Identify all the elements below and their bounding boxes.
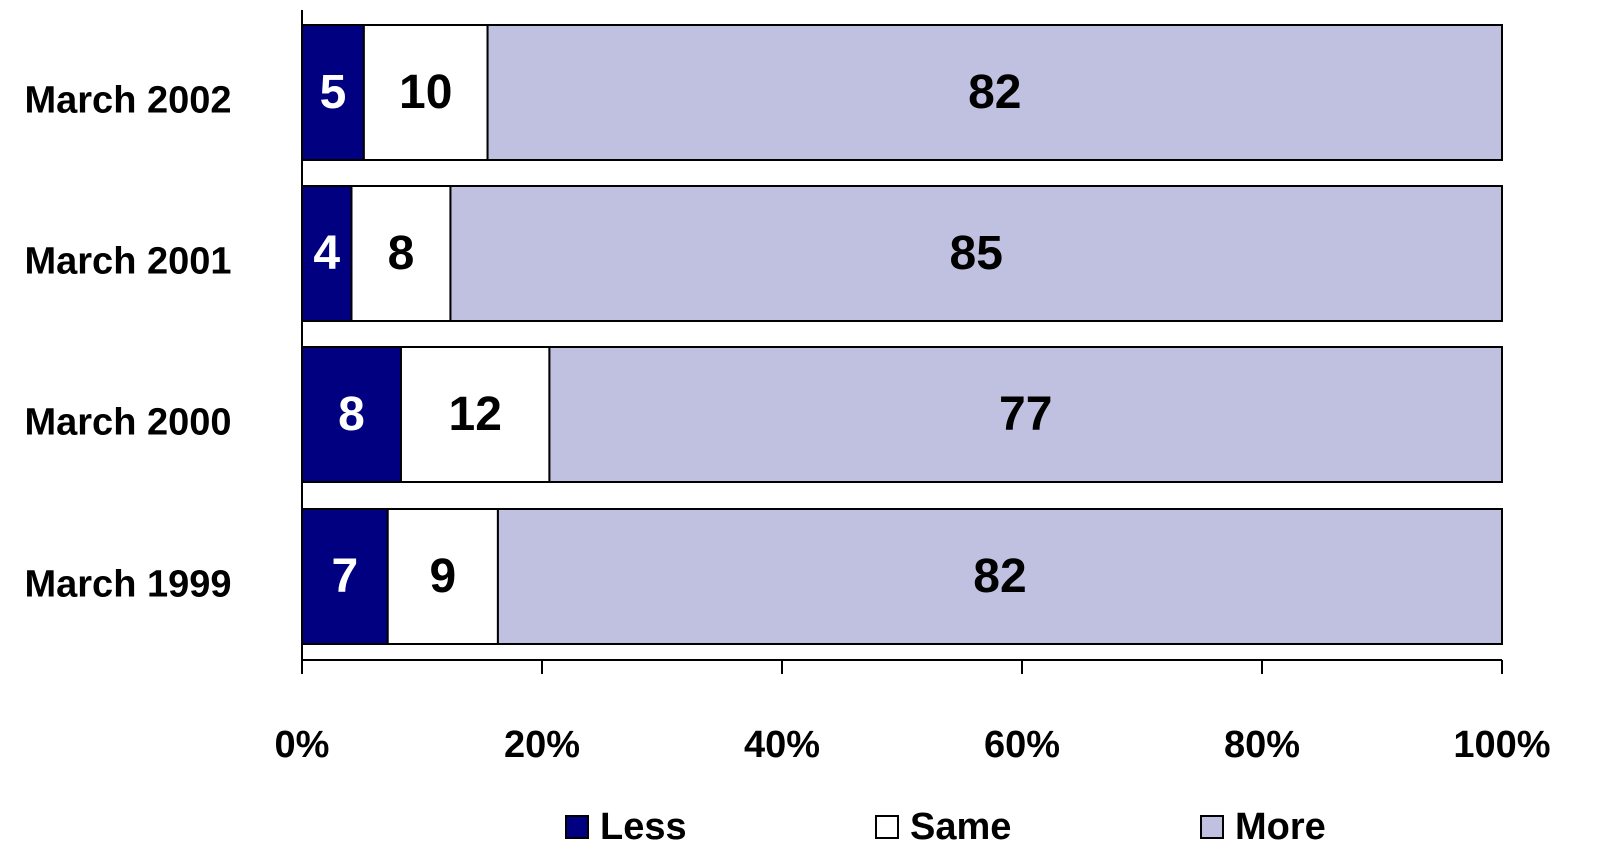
legend-item-same: Same <box>875 806 1011 848</box>
category-label-march-2000: March 2000 <box>24 402 231 444</box>
legend-swatch-more <box>1200 815 1224 839</box>
bar-value-label-same-march-2001: 8 <box>388 227 415 280</box>
x-tick-label-40: 40% <box>744 724 820 766</box>
legend-label-same: Same <box>910 806 1011 848</box>
bar-value-label-less-march-2002: 5 <box>320 66 347 119</box>
legend-swatch-less <box>565 815 589 839</box>
bar-more-march-1999 <box>496 508 1503 645</box>
legend-label-less: Less <box>600 806 687 848</box>
bar-same-march-2002 <box>362 24 489 161</box>
category-label-march-1999: March 1999 <box>24 564 231 606</box>
bar-value-label-less-march-2001: 4 <box>313 227 340 280</box>
bar-value-label-more-march-2002: 82 <box>968 66 1021 119</box>
bar-more-march-2000 <box>548 346 1503 483</box>
legend: Less Same More <box>565 806 1326 848</box>
bar-value-label-same-march-1999: 9 <box>429 550 456 603</box>
bar-more-march-2002 <box>486 24 1503 161</box>
bar-less-march-2002 <box>301 24 365 161</box>
bar-less-march-2000 <box>301 346 402 483</box>
category-labels-layer: March 2002 March 2001 March 2000 March 1999 <box>24 80 231 606</box>
x-tick-label-20: 20% <box>504 724 580 766</box>
bar-labels-layer: 5 10 824 8 858 12 777 9 82 <box>313 66 1052 603</box>
bar-same-march-2001 <box>350 185 452 322</box>
bar-value-label-less-march-2000: 8 <box>338 388 365 441</box>
legend-item-less: Less <box>565 806 687 848</box>
legend-item-more: More <box>1200 806 1326 848</box>
bar-same-march-2000 <box>399 346 551 483</box>
category-label-march-2001: March 2001 <box>24 241 231 283</box>
legend-label-more: More <box>1235 806 1326 848</box>
bar-value-label-less-march-1999: 7 <box>332 550 359 603</box>
x-tick-label-100: 100% <box>1453 724 1550 766</box>
bar-more-march-2001 <box>449 185 1503 322</box>
bars-layer <box>301 24 1503 645</box>
x-tick-label-80: 80% <box>1224 724 1300 766</box>
tick-labels-layer: 0% 20% 40% 60% 80% 100% <box>275 724 1551 766</box>
bar-value-label-same-march-2002: 10 <box>399 66 452 119</box>
x-tick-label-0: 0% <box>275 724 330 766</box>
axis-layer <box>301 10 1503 674</box>
bar-value-label-more-march-2000: 77 <box>999 388 1052 441</box>
x-tick-label-60: 60% <box>984 724 1060 766</box>
legend-swatch-same <box>875 815 899 839</box>
bar-value-label-more-march-2001: 85 <box>950 227 1003 280</box>
bar-less-march-1999 <box>301 508 389 645</box>
category-label-march-2002: March 2002 <box>24 80 231 122</box>
bar-value-label-same-march-2000: 12 <box>449 388 502 441</box>
bar-value-label-more-march-1999: 82 <box>973 550 1026 603</box>
